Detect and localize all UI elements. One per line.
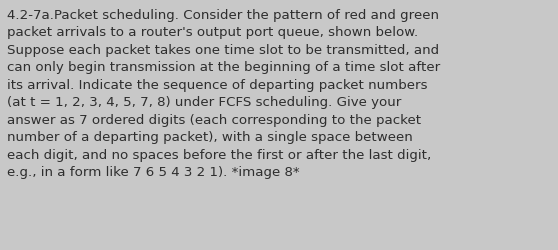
Text: 4.2-7a.Packet scheduling. Consider the pattern of red and green
packet arrivals : 4.2-7a.Packet scheduling. Consider the p…: [7, 9, 440, 178]
